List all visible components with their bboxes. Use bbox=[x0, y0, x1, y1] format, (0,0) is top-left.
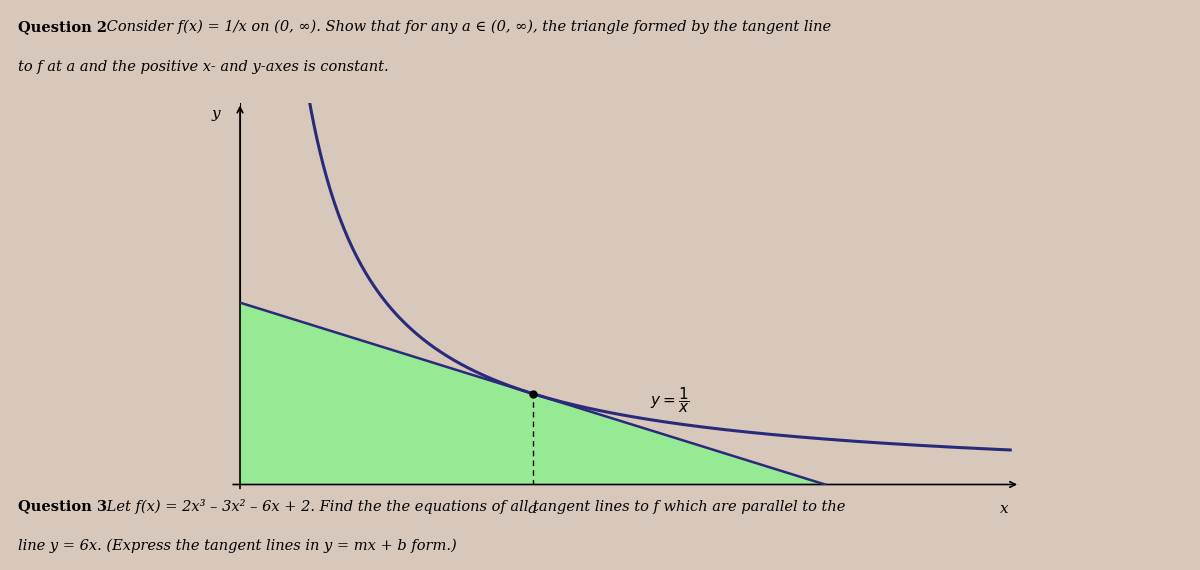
Text: Question 3: Question 3 bbox=[18, 499, 107, 513]
Text: to f at a and the positive x- and y-axes is constant.: to f at a and the positive x- and y-axes… bbox=[18, 60, 389, 74]
Text: line y = 6x. (Express the tangent lines in y = mx + b form.): line y = 6x. (Express the tangent lines … bbox=[18, 539, 457, 553]
Text: $y = \dfrac{1}{x}$: $y = \dfrac{1}{x}$ bbox=[649, 385, 689, 415]
Text: y: y bbox=[212, 107, 221, 120]
Text: a: a bbox=[528, 502, 538, 516]
Text: Question 2: Question 2 bbox=[18, 20, 107, 34]
Text: Let f(x) = 2x³ – 3x² – 6x + 2. Find the the equations of all tangent lines to f : Let f(x) = 2x³ – 3x² – 6x + 2. Find the … bbox=[102, 499, 845, 514]
Polygon shape bbox=[240, 303, 826, 484]
Text: x: x bbox=[1000, 502, 1009, 516]
Text: Consider f(x) = 1/x on (0, ∞). Show that for any a ∈ (0, ∞), the triangle formed: Consider f(x) = 1/x on (0, ∞). Show that… bbox=[102, 20, 832, 34]
